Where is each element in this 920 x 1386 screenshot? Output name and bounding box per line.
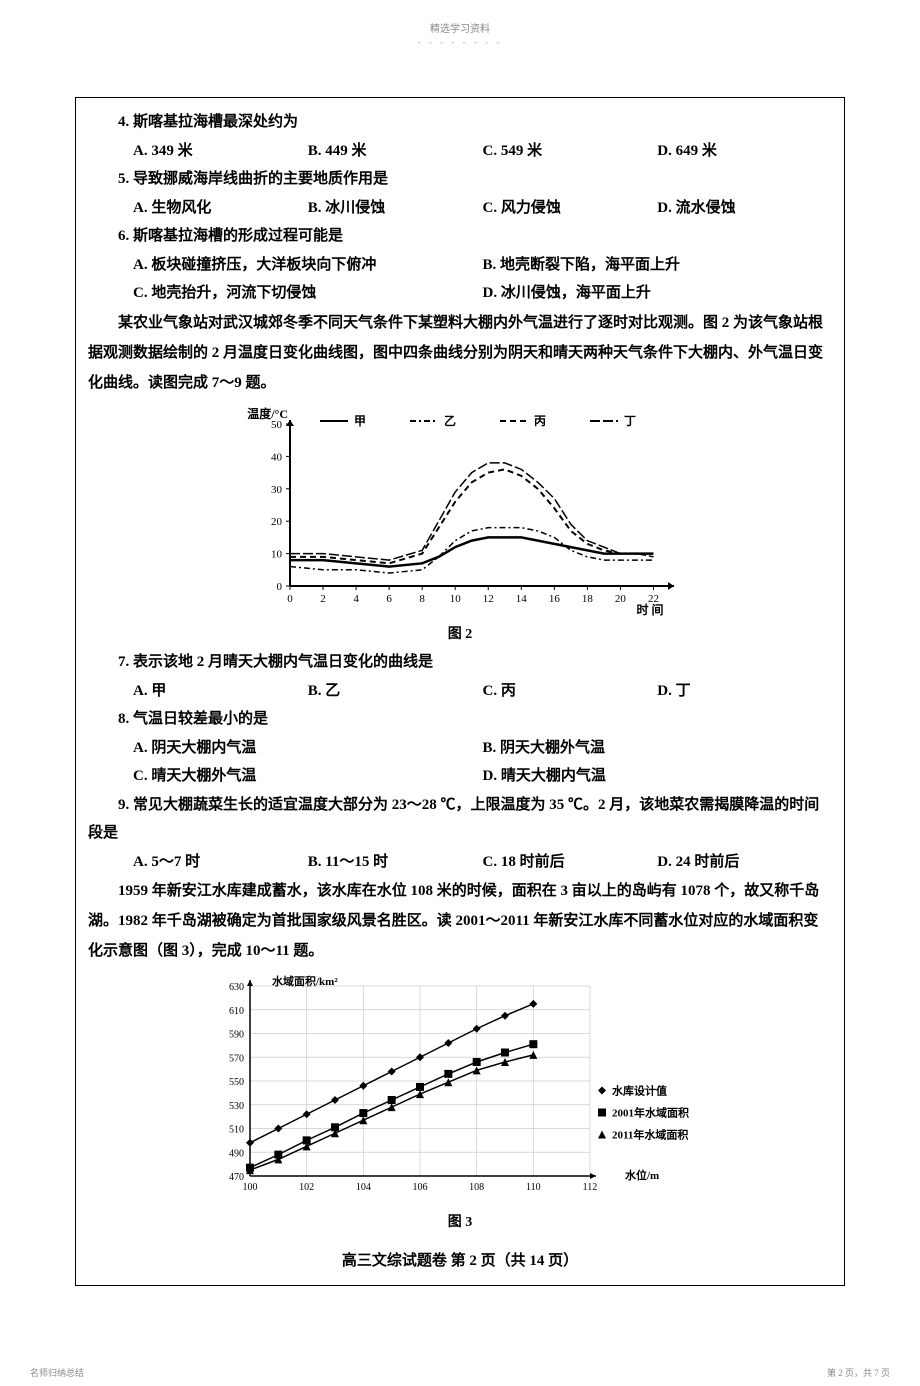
svg-text:16: 16	[549, 593, 561, 605]
q8-stem: 8. 气温日较差最小的是	[88, 705, 832, 734]
svg-text:丙: 丙	[534, 414, 546, 428]
svg-text:18: 18	[582, 593, 594, 605]
chart-2-container: 010203040500246810121416182022温度/°C时 间甲乙…	[88, 406, 832, 616]
footer: 名师归纳总结 第 2 页，共 7 页	[0, 1366, 920, 1386]
q9-d: D. 24 时前后	[657, 848, 832, 877]
svg-text:4: 4	[353, 593, 359, 605]
passage-1: 某农业气象站对武汉城郊冬季不同天气条件下某塑料大棚内外气温进行了逐时对比观测。图…	[88, 308, 832, 398]
q4-a: A. 349 米	[133, 137, 308, 166]
svg-text:510: 510	[229, 1125, 244, 1136]
q5-options: A. 生物风化 B. 冰川侵蚀 C. 风力侵蚀 D. 流水侵蚀	[88, 194, 832, 223]
svg-text:温度/°C: 温度/°C	[247, 406, 288, 421]
svg-text:630: 630	[229, 982, 244, 993]
svg-text:100: 100	[243, 1182, 258, 1193]
svg-text:水位/m: 水位/m	[625, 1168, 659, 1182]
page-info: 高三文综试题卷 第 2 页（共 14 页）	[88, 1247, 832, 1276]
q6-options: A. 板块碰撞挤压，大洋板块向下俯冲 B. 地壳断裂下陷，海平面上升 C. 地壳…	[88, 251, 832, 308]
svg-text:8: 8	[419, 593, 425, 605]
q7-b: B. 乙	[308, 677, 483, 706]
svg-text:550: 550	[229, 1077, 244, 1088]
q4-stem: 4. 斯喀基拉海槽最深处约为	[88, 108, 832, 137]
q8-b: B. 阴天大棚外气温	[483, 734, 833, 763]
svg-text:20: 20	[271, 516, 283, 528]
chart-2-caption: 图 2	[88, 622, 832, 649]
q9-c: C. 18 时前后	[483, 848, 658, 877]
q5-c: C. 风力侵蚀	[483, 194, 658, 223]
q5-b: B. 冰川侵蚀	[308, 194, 483, 223]
svg-text:水域面积/km²: 水域面积/km²	[272, 974, 338, 988]
q7-stem: 7. 表示该地 2 月晴天大棚内气温日变化的曲线是	[88, 648, 832, 677]
content-frame: 4. 斯喀基拉海槽最深处约为 A. 349 米 B. 449 米 C. 549 …	[75, 97, 845, 1286]
svg-text:610: 610	[229, 1006, 244, 1017]
svg-text:102: 102	[299, 1182, 314, 1193]
svg-text:104: 104	[356, 1182, 371, 1193]
q9-b: B. 11～15 时	[308, 848, 483, 877]
q5-stem: 5. 导致挪威海岸线曲折的主要地质作用是	[88, 165, 832, 194]
q8-c: C. 晴天大棚外气温	[133, 762, 483, 791]
q8-a: A. 阴天大棚内气温	[133, 734, 483, 763]
svg-text:30: 30	[271, 483, 283, 495]
svg-text:乙: 乙	[444, 414, 456, 428]
svg-text:570: 570	[229, 1053, 244, 1064]
svg-text:甲: 甲	[354, 414, 366, 428]
q6-d: D. 冰川侵蚀，海平面上升	[483, 279, 833, 308]
q4-d: D. 649 米	[657, 137, 832, 166]
svg-text:水库设计值: 水库设计值	[612, 1084, 667, 1098]
q6-b: B. 地壳断裂下陷，海平面上升	[483, 251, 833, 280]
svg-text:590: 590	[229, 1030, 244, 1041]
q6-a: A. 板块碰撞挤压，大洋板块向下俯冲	[133, 251, 483, 280]
q6-c: C. 地壳抬升，河流下切侵蚀	[133, 279, 483, 308]
svg-text:110: 110	[526, 1182, 541, 1193]
svg-text:0: 0	[287, 593, 293, 605]
chart-3-container: 4704905105305505705906106301001021041061…	[88, 974, 832, 1204]
svg-text:12: 12	[483, 593, 494, 605]
q7-a: A. 甲	[133, 677, 308, 706]
svg-text:40: 40	[271, 451, 283, 463]
q8-d: D. 晴天大棚内气温	[483, 762, 833, 791]
q8-options: A. 阴天大棚内气温 B. 阴天大棚外气温 C. 晴天大棚外气温 D. 晴天大棚…	[88, 734, 832, 791]
q7-options: A. 甲 B. 乙 C. 丙 D. 丁	[88, 677, 832, 706]
svg-text:10: 10	[450, 593, 462, 605]
svg-text:530: 530	[229, 1101, 244, 1112]
chart-3: 4704905105305505705906106301001021041061…	[200, 974, 720, 1204]
svg-text:2011年水域面积: 2011年水域面积	[612, 1128, 688, 1142]
q9-options: A. 5～7 时 B. 11～15 时 C. 18 时前后 D. 24 时前后	[88, 848, 832, 877]
svg-text:0: 0	[277, 581, 283, 593]
svg-text:490: 490	[229, 1148, 244, 1159]
q9-a: A. 5～7 时	[133, 848, 308, 877]
q4-b: B. 449 米	[308, 137, 483, 166]
q7-c: C. 丙	[483, 677, 658, 706]
svg-text:2001年水域面积: 2001年水域面积	[612, 1106, 689, 1120]
footer-right: 第 2 页，共 7 页	[827, 1366, 890, 1379]
chart-2: 010203040500246810121416182022温度/°C时 间甲乙…	[240, 406, 680, 616]
q6-stem: 6. 斯喀基拉海槽的形成过程可能是	[88, 222, 832, 251]
passage-2: 1959 年新安江水库建成蓄水，该水库在水位 108 米的时候，面积在 3 亩以…	[88, 876, 832, 966]
svg-text:20: 20	[615, 593, 627, 605]
svg-text:14: 14	[516, 593, 528, 605]
svg-text:108: 108	[469, 1182, 484, 1193]
doc-header: 精选学习资料	[0, 0, 920, 35]
svg-text:106: 106	[413, 1182, 428, 1193]
svg-text:10: 10	[271, 548, 283, 560]
q7-d: D. 丁	[657, 677, 832, 706]
q4-c: C. 549 米	[483, 137, 658, 166]
svg-text:2: 2	[320, 593, 326, 605]
doc-header-dots: - - - - - - - -	[0, 37, 920, 47]
svg-text:112: 112	[583, 1182, 598, 1193]
svg-text:6: 6	[386, 593, 392, 605]
svg-text:丁: 丁	[624, 414, 636, 428]
chart-3-caption: 图 3	[88, 1210, 832, 1237]
q9-stem: 9. 常见大棚蔬菜生长的适宜温度大部分为 23～28 ℃，上限温度为 35 ℃。…	[88, 791, 832, 848]
q5-d: D. 流水侵蚀	[657, 194, 832, 223]
footer-left: 名师归纳总结	[30, 1366, 84, 1379]
q5-a: A. 生物风化	[133, 194, 308, 223]
q4-options: A. 349 米 B. 449 米 C. 549 米 D. 649 米	[88, 137, 832, 166]
svg-text:时 间: 时 间	[636, 602, 663, 616]
